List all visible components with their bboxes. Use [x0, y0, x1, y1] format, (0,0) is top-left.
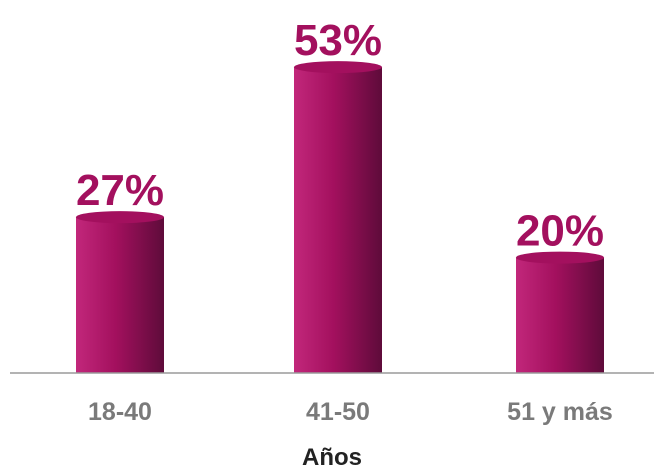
x-tick-labels: 18-40 41-50 51 y más	[88, 398, 613, 426]
bar-body	[516, 257, 604, 373]
x-tick-label: 51 y más	[507, 398, 613, 426]
x-tick-label: 41-50	[306, 398, 370, 426]
x-axis-title: Años	[302, 444, 362, 471]
bars-layer: 27% 53% 20%	[76, 16, 604, 373]
bar-body	[76, 217, 164, 373]
x-tick-label: 18-40	[88, 398, 152, 426]
bar-top-cap	[76, 211, 164, 224]
value-label: 53%	[294, 16, 382, 65]
bar-top-cap	[516, 251, 604, 264]
bar-18-40	[76, 211, 164, 373]
bar-body	[294, 67, 382, 373]
value-label: 27%	[76, 166, 164, 215]
bar-51-y-más	[516, 251, 604, 373]
value-label: 20%	[516, 207, 604, 256]
bar-top-cap	[294, 61, 382, 74]
bar-41-50	[294, 61, 382, 373]
